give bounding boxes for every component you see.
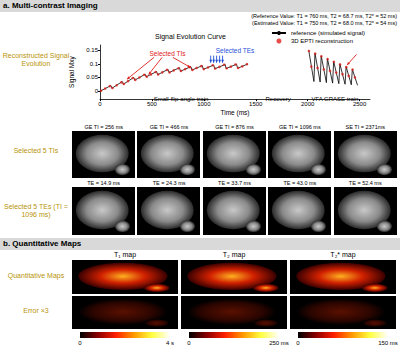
html-text:0: 0 bbox=[187, 340, 191, 346]
html-text:(Estimated Value: T1 = 750 ms,: (Estimated Value: T1 = 750 ms, T2 = 68.0… bbox=[252, 19, 397, 26]
html-text:GE TI = 876 ms: GE TI = 876 ms bbox=[215, 124, 254, 130]
html-text:GE TI = 1096 ms: GE TI = 1096 ms bbox=[279, 124, 321, 130]
svg-text:Selected TEs: Selected TEs bbox=[216, 47, 255, 54]
html-text:Selected 5 TEs (TI = 1096 ms): Selected 5 TEs (TI = 1096 ms) bbox=[4, 203, 68, 218]
svg-text:0.1: 0.1 bbox=[90, 61, 99, 67]
svg-text:Time (ms): Time (ms) bbox=[220, 109, 249, 117]
svg-text:Small-flip-angle train: Small-flip-angle train bbox=[154, 96, 209, 102]
html-text:TE = 33.7 ms: TE = 33.7 ms bbox=[218, 180, 251, 186]
svg-text:Recovery: Recovery bbox=[266, 96, 291, 102]
html-text:0: 0 bbox=[78, 340, 82, 346]
html-text:b. Quantitative Maps: b. Quantitative Maps bbox=[3, 239, 82, 248]
svg-text:2500: 2500 bbox=[352, 101, 367, 108]
svg-text:Selected TIs: Selected TIs bbox=[149, 50, 186, 57]
html-text:T₁ map: T₁ map bbox=[113, 251, 137, 258]
html-text:(Reference Value: T1 = 760 ms,: (Reference Value: T1 = 760 ms, T2 = 68.7… bbox=[251, 13, 397, 19]
svg-text:1000: 1000 bbox=[197, 101, 211, 108]
html-text:GE TI = 256 ms: GE TI = 256 ms bbox=[84, 124, 123, 130]
html-text:a. Multi-contrast Imaging: a. Multi-contrast Imaging bbox=[3, 1, 98, 10]
html-text:T₂ map: T₂ map bbox=[222, 251, 246, 258]
html-text:SE TI = 2371ms: SE TI = 2371ms bbox=[345, 124, 385, 130]
html-text:TE = 14.9 ms: TE = 14.9 ms bbox=[87, 180, 121, 186]
html-text:GE TI = 466 ms: GE TI = 466 ms bbox=[149, 124, 189, 130]
html-text:Selected 5 TIs: Selected 5 TIs bbox=[13, 146, 59, 154]
svg-text:3D EPTI reconstruction: 3D EPTI reconstruction bbox=[291, 38, 353, 44]
html-text:T₂* map: T₂* map bbox=[330, 251, 356, 258]
svg-text:Signal Mxy: Signal Mxy bbox=[68, 55, 76, 88]
html-text:250 ms: 250 ms bbox=[269, 340, 289, 346]
svg-text:VFA GRASE train: VFA GRASE train bbox=[311, 96, 358, 102]
svg-text:0: 0 bbox=[95, 88, 99, 94]
html-text:4 s: 4 s bbox=[166, 340, 174, 346]
html-text:TE = 43.0 ms: TE = 43.0 ms bbox=[283, 180, 317, 186]
svg-text:reference (simulated signal): reference (simulated signal) bbox=[291, 30, 365, 36]
html-text:Quantitative Maps: Quantitative Maps bbox=[7, 272, 65, 279]
svg-text:1500: 1500 bbox=[249, 101, 263, 107]
svg-text:0.15: 0.15 bbox=[86, 47, 98, 53]
html-text:TE = 52.4 ms: TE = 52.4 ms bbox=[348, 180, 382, 186]
html-text:TE = 24.3 ms: TE = 24.3 ms bbox=[152, 180, 186, 186]
svg-text:0: 0 bbox=[98, 101, 102, 107]
svg-text:500: 500 bbox=[146, 101, 157, 108]
html-text:Error ×3: Error ×3 bbox=[23, 307, 49, 314]
html-text:Reconstructed Signal Evolution: Reconstructed Signal Evolution bbox=[2, 52, 70, 67]
svg-text:0.05: 0.05 bbox=[86, 74, 98, 80]
html-text:150 ms: 150 ms bbox=[378, 340, 398, 346]
html-text:0: 0 bbox=[296, 340, 300, 346]
svg-text:2000: 2000 bbox=[301, 101, 315, 108]
svg-text:Signal Evolution Curve: Signal Evolution Curve bbox=[155, 33, 226, 41]
